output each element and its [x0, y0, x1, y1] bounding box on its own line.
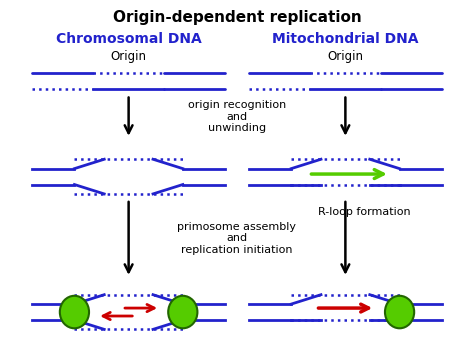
- Text: primosome assembly
and
replication initiation: primosome assembly and replication initi…: [177, 222, 297, 255]
- Text: Chromosomal DNA: Chromosomal DNA: [56, 32, 201, 46]
- Text: Origin-dependent replication: Origin-dependent replication: [113, 11, 361, 25]
- Text: R-loop formation: R-loop formation: [318, 207, 410, 217]
- Ellipse shape: [168, 296, 197, 328]
- Text: Mitochondrial DNA: Mitochondrial DNA: [272, 32, 419, 46]
- Ellipse shape: [60, 296, 89, 328]
- Text: Origin: Origin: [328, 50, 364, 63]
- Text: Origin: Origin: [110, 50, 146, 63]
- Ellipse shape: [385, 296, 414, 328]
- Text: origin recognition
and
unwinding: origin recognition and unwinding: [188, 100, 286, 133]
